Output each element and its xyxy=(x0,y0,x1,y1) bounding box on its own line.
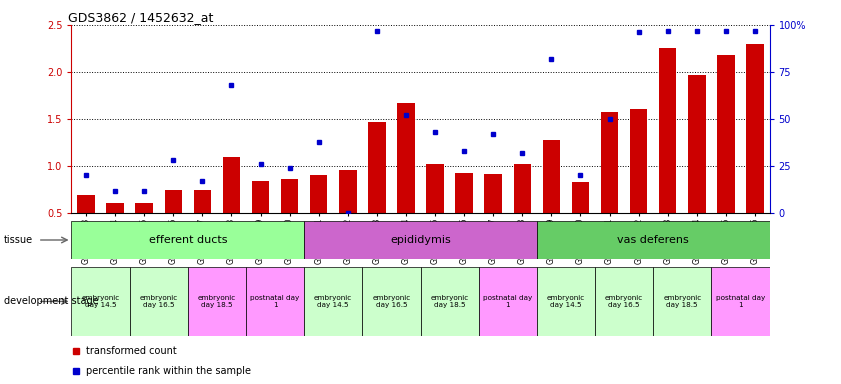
Bar xyxy=(426,164,444,213)
Text: postnatal day
1: postnatal day 1 xyxy=(251,295,299,308)
Bar xyxy=(455,173,473,213)
Text: postnatal day
1: postnatal day 1 xyxy=(483,295,532,308)
Bar xyxy=(71,267,130,336)
Bar xyxy=(484,174,502,213)
Bar xyxy=(630,109,648,213)
Bar xyxy=(77,195,95,213)
Bar xyxy=(188,267,246,336)
Bar xyxy=(572,182,590,213)
Bar xyxy=(304,267,362,336)
Text: embryonic
day 14.5: embryonic day 14.5 xyxy=(315,295,352,308)
Bar xyxy=(537,221,770,259)
Bar xyxy=(368,122,385,213)
Bar xyxy=(251,181,269,213)
Text: embryonic
day 18.5: embryonic day 18.5 xyxy=(198,295,236,308)
Bar xyxy=(653,267,711,336)
Bar xyxy=(362,267,420,336)
Text: vas deferens: vas deferens xyxy=(617,235,689,245)
Text: postnatal day
1: postnatal day 1 xyxy=(716,295,765,308)
Bar xyxy=(106,203,124,213)
Text: embryonic
day 16.5: embryonic day 16.5 xyxy=(140,295,177,308)
Text: embryonic
day 16.5: embryonic day 16.5 xyxy=(373,295,410,308)
Bar xyxy=(514,164,531,213)
Bar xyxy=(711,267,770,336)
Bar xyxy=(595,267,653,336)
Bar xyxy=(281,179,299,213)
Bar xyxy=(165,190,182,213)
Text: tissue: tissue xyxy=(4,235,34,245)
Bar xyxy=(659,48,676,213)
Bar xyxy=(420,267,479,336)
Text: embryonic
day 18.5: embryonic day 18.5 xyxy=(431,295,468,308)
Bar xyxy=(746,44,764,213)
Bar xyxy=(600,111,618,213)
Text: embryonic
day 14.5: embryonic day 14.5 xyxy=(82,295,119,308)
Text: embryonic
day 16.5: embryonic day 16.5 xyxy=(605,295,643,308)
Text: percentile rank within the sample: percentile rank within the sample xyxy=(86,366,251,376)
Text: epididymis: epididymis xyxy=(390,235,451,245)
Bar xyxy=(130,267,188,336)
Bar xyxy=(71,221,304,259)
Bar xyxy=(688,75,706,213)
Text: efferent ducts: efferent ducts xyxy=(149,235,227,245)
Bar xyxy=(339,170,357,213)
Text: GDS3862 / 1452632_at: GDS3862 / 1452632_at xyxy=(68,11,214,24)
Bar xyxy=(310,175,327,213)
Bar xyxy=(542,140,560,213)
Bar xyxy=(717,55,734,213)
Bar xyxy=(304,221,537,259)
Bar xyxy=(193,190,211,213)
Bar xyxy=(397,103,415,213)
Bar xyxy=(246,267,304,336)
Bar xyxy=(135,203,153,213)
Text: embryonic
day 14.5: embryonic day 14.5 xyxy=(547,295,585,308)
Bar xyxy=(537,267,595,336)
Text: transformed count: transformed count xyxy=(86,346,177,356)
Text: development stage: development stage xyxy=(4,296,99,306)
Bar xyxy=(223,157,241,213)
Text: embryonic
day 18.5: embryonic day 18.5 xyxy=(664,295,701,308)
Bar xyxy=(479,267,537,336)
